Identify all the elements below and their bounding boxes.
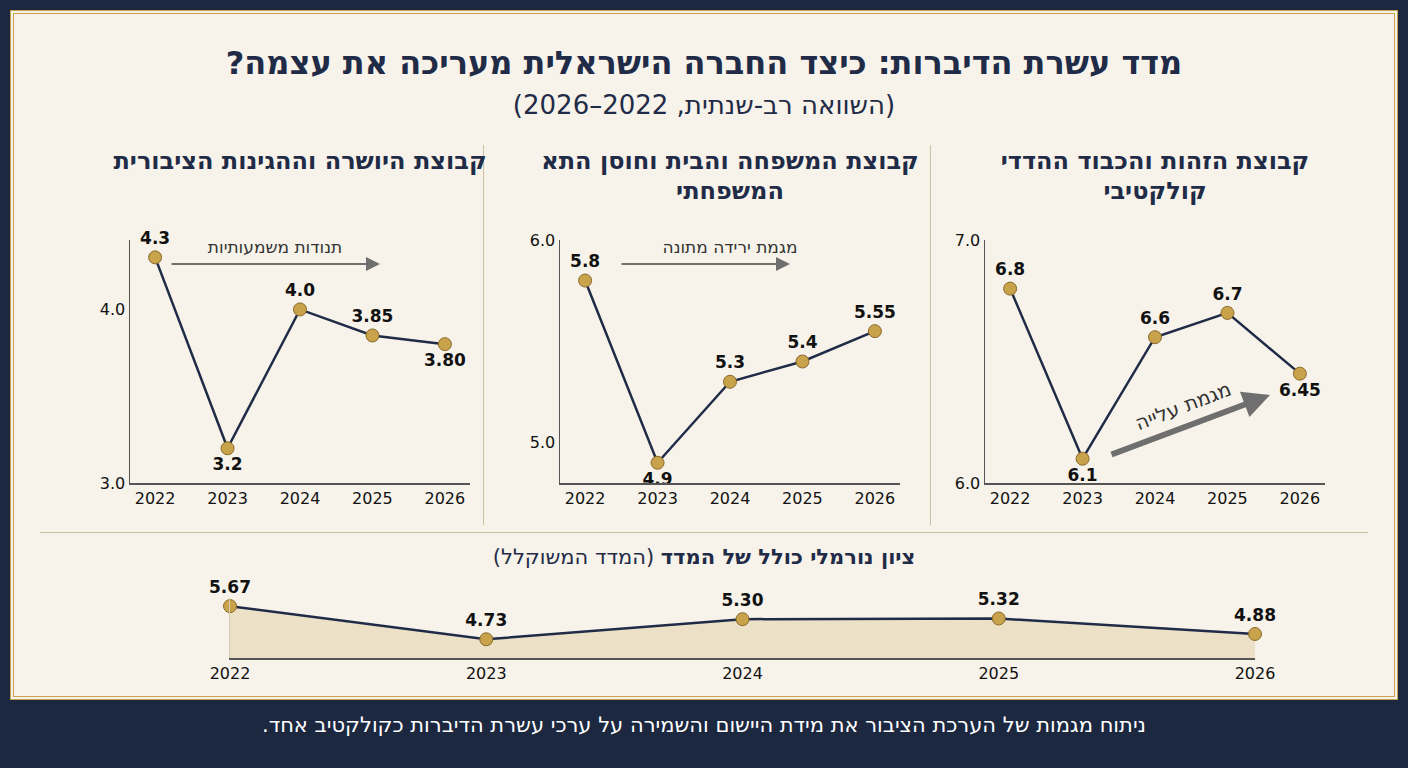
html-text:ציון נורמלי כולל של המדד: ציון נורמלי כולל של המדד xyxy=(660,545,916,569)
html-text:קבוצת הזהות והכבוד ההדדי קולקט: קבוצת הזהות והכבוד ההדדי קולקטיבי xyxy=(1000,147,1310,205)
svg-text:6.8: 6.8 xyxy=(995,259,1025,279)
svg-text:2024: 2024 xyxy=(722,664,763,683)
svg-text:3.85: 3.85 xyxy=(351,306,393,326)
svg-text:5.32: 5.32 xyxy=(978,589,1020,609)
svg-text:2023: 2023 xyxy=(1062,489,1103,508)
html-text:מדד עשרת הדיברות: כיצד החברה ה: מדד עשרת הדיברות: כיצד החברה הישראלית מע… xyxy=(225,44,1183,82)
html-text:קבוצת היושרה וההגינות הציבורית: קבוצת היושרה וההגינות הציבורית xyxy=(113,147,487,175)
html-text:ניתוח מגמות של הערכת הציבור את: ניתוח מגמות של הערכת הציבור את מידת הייש… xyxy=(262,713,1146,737)
svg-text:2025: 2025 xyxy=(1207,489,1248,508)
svg-text:2024: 2024 xyxy=(1135,489,1176,508)
svg-text:4.88: 4.88 xyxy=(1234,605,1276,625)
svg-text:2025: 2025 xyxy=(352,489,393,508)
svg-text:4.0: 4.0 xyxy=(285,280,315,300)
svg-text:5.67: 5.67 xyxy=(209,577,251,597)
svg-text:2022: 2022 xyxy=(990,489,1031,508)
svg-text:2023: 2023 xyxy=(637,489,678,508)
svg-text:6.1: 6.1 xyxy=(1067,465,1097,485)
svg-text:6.45: 6.45 xyxy=(1279,380,1321,400)
svg-text:3.2: 3.2 xyxy=(212,454,242,474)
svg-text:6.7: 6.7 xyxy=(1212,284,1242,304)
svg-text:2023: 2023 xyxy=(207,489,248,508)
svg-text:5.8: 5.8 xyxy=(570,251,600,271)
svg-text:2026: 2026 xyxy=(425,489,466,508)
svg-text:3.0: 3.0 xyxy=(100,474,125,493)
svg-text:7.0: 7.0 xyxy=(955,231,980,250)
svg-text:2023: 2023 xyxy=(466,664,507,683)
svg-text:5.55: 5.55 xyxy=(854,302,896,322)
svg-text:5.3: 5.3 xyxy=(715,352,745,372)
svg-text:4.73: 4.73 xyxy=(465,610,507,630)
svg-text:2022: 2022 xyxy=(565,489,606,508)
svg-text:5.30: 5.30 xyxy=(722,590,764,610)
svg-text:2026: 2026 xyxy=(1280,489,1321,508)
svg-text:6.0: 6.0 xyxy=(530,231,555,250)
svg-text:2022: 2022 xyxy=(210,664,251,683)
svg-text:6.0: 6.0 xyxy=(955,474,980,493)
html-text:תנודות משמעותיות: תנודות משמעותיות xyxy=(207,236,343,257)
svg-text:6.6: 6.6 xyxy=(1140,308,1170,328)
svg-text:5.4: 5.4 xyxy=(787,332,817,352)
svg-text:4.0: 4.0 xyxy=(100,300,125,319)
html-text:(השוואה רב-שנתית, 2022–2026): (השוואה רב-שנתית, 2022–2026) xyxy=(512,90,896,120)
svg-text:4.3: 4.3 xyxy=(140,228,170,248)
svg-text:2025: 2025 xyxy=(978,664,1019,683)
svg-text:4.9: 4.9 xyxy=(642,469,672,489)
svg-text:5.0: 5.0 xyxy=(530,433,555,452)
html-text:מגמת ירידה מתונה: מגמת ירידה מתונה xyxy=(662,236,798,257)
svg-text:2025: 2025 xyxy=(782,489,823,508)
svg-text:3.80: 3.80 xyxy=(424,350,466,370)
svg-text:2026: 2026 xyxy=(1235,664,1276,683)
html-text:מגמת עלייה: מגמת עלייה xyxy=(1131,376,1235,436)
svg-text:2024: 2024 xyxy=(710,489,751,508)
svg-text:2022: 2022 xyxy=(135,489,176,508)
html-text:קבוצת המשפחה והבית וחוסן התא ה: קבוצת המשפחה והבית וחוסן התא המשפחתי xyxy=(541,147,919,205)
svg-text:2024: 2024 xyxy=(280,489,321,508)
svg-text:2026: 2026 xyxy=(855,489,896,508)
html-text:(המדד המשוקלל): (המדד המשוקלל) xyxy=(492,545,655,569)
